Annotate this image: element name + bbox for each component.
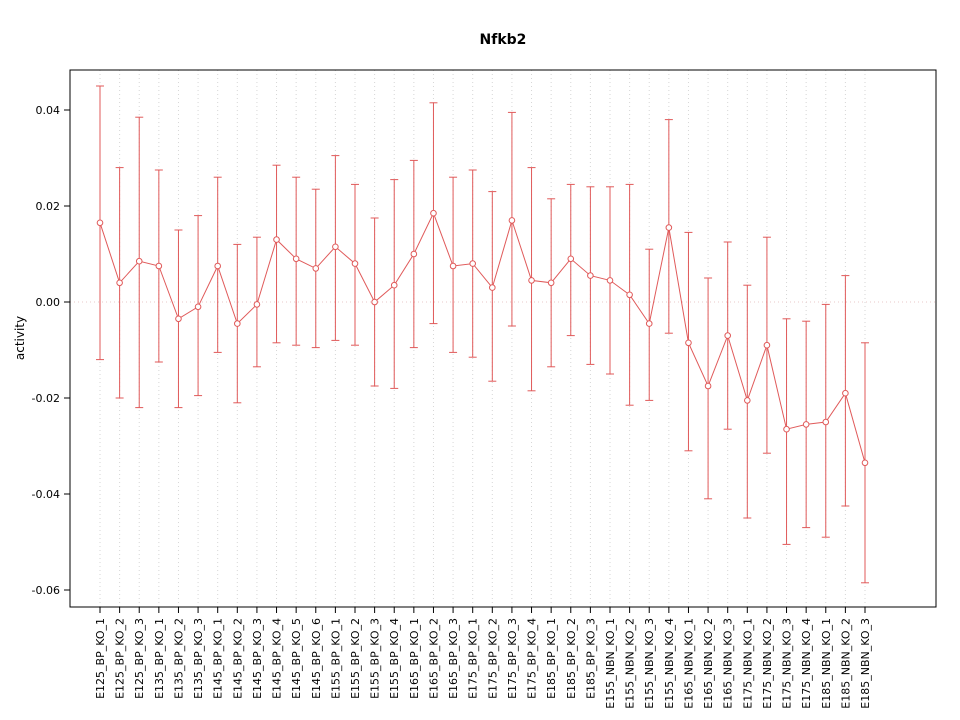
data-point [194,303,202,311]
x-tick-label: E165_NBN_KO_3 [722,618,735,709]
x-tick-label: E125_BP_KO_2 [114,618,127,699]
data-point [842,389,849,397]
x-tick-label: E145_BP_KO_3 [251,618,264,699]
data-point [253,301,261,308]
x-tick-label: E155_BP_KO_1 [329,618,342,699]
data-point [371,298,378,306]
data-point [606,277,614,284]
series-line [99,211,866,463]
x-tick-label: E145_BP_KO_6 [310,618,323,699]
data-point [744,397,751,404]
x-tick-label: E125_BP_KO_3 [133,618,146,699]
data-point [292,255,300,263]
data-point [175,315,182,323]
plot-box [69,69,937,608]
x-tick-label: E175_NBN_KO_2 [761,618,774,709]
data-point [665,224,673,231]
x-tick-label: E155_NBN_KO_3 [643,618,656,709]
data-point [704,382,712,390]
data-point [155,262,163,270]
x-tick-label: E175_BP_KO_1 [467,618,480,699]
data-point [273,236,280,243]
chart-title: Nfkb2 [480,32,527,48]
x-tick-label: E155_NBN_KO_1 [604,618,617,709]
x-tick-label: E185_BP_KO_2 [565,618,578,699]
data-point [214,262,221,270]
data-point [822,418,830,426]
x-tick-label: E165_BP_KO_3 [447,618,460,699]
data-point [430,209,437,217]
x-tick-label: E165_NBN_KO_1 [682,618,695,709]
x-tick-label: E155_NBN_KO_4 [663,618,676,709]
data-point [587,272,594,279]
data-point [626,291,633,299]
x-tick-label: E185_NBN_KO_3 [859,618,872,709]
data-point [449,262,457,270]
x-tick-label: E145_BP_KO_5 [290,618,303,699]
data-point [135,257,143,265]
x-tick-label: E145_BP_KO_2 [231,618,244,699]
x-tick-label: E155_BP_KO_4 [388,618,401,699]
data-point [390,281,398,289]
plot-area: 0.04 0.02 0.00 -0.02 -0.04 -0.06 E125_BP_KO_1 E… [32,69,937,709]
data-point [528,277,535,284]
data-point [802,421,810,428]
y-axis-label: activity [13,316,27,360]
data-point [489,284,496,291]
y-tick-label: 0.04 [36,104,61,117]
x-tick-label: E135_BP_KO_2 [172,618,185,699]
y-tick-label: 0.00 [36,296,61,309]
x-tick-label: E175_NBN_KO_4 [800,618,813,709]
data-point [547,279,555,287]
x-tick-label: E185_NBN_KO_1 [820,618,833,709]
x-tick-label: E155_NBN_KO_2 [624,618,637,709]
data-point [312,265,320,272]
x-tick-label: E155_BP_KO_2 [349,618,362,699]
data-point [724,332,731,339]
data-point [783,425,790,433]
data-point [861,459,869,467]
data-point [508,217,516,224]
data-point [685,339,692,347]
x-tick-label: E175_NBN_KO_3 [781,618,794,709]
data-point [763,341,771,349]
x-tick-label: E165_NBN_KO_2 [702,618,715,709]
data-point [332,243,339,251]
x-tick-label: E125_BP_KO_1 [94,618,107,699]
data-point [234,320,241,327]
data-point [567,255,575,263]
x-tick-label: E135_BP_KO_1 [153,618,166,699]
y-tick-label: -0.06 [32,584,60,597]
x-tick-label: E155_BP_KO_3 [369,618,382,699]
y-tick-label: -0.02 [32,392,60,405]
data-point [351,260,359,267]
y-tick-label: 0.02 [36,200,61,213]
x-tick-label: E175_BP_KO_4 [526,618,539,699]
x-tick-label: E145_BP_KO_4 [271,618,284,699]
x-tick-label: E185_BP_KO_3 [584,618,597,699]
data-point [410,250,418,258]
x-tick-label: E165_BP_KO_1 [408,618,421,699]
data-point [645,320,653,327]
data-point [116,279,123,287]
x-tick-label: E185_NBN_KO_2 [839,618,852,709]
y-tick-label: -0.04 [32,488,60,501]
x-tick-label: E185_BP_KO_1 [545,618,558,699]
x-tick-label: E145_BP_KO_1 [212,618,225,699]
x-tick-label: E175_BP_KO_2 [486,618,499,699]
x-tick-label: E165_BP_KO_2 [427,618,440,699]
x-tick-label: E175_NBN_KO_1 [741,618,754,709]
x-tick-label: E135_BP_KO_3 [192,618,205,699]
x-tick-label: E175_BP_KO_3 [506,618,519,699]
data-point [469,260,476,267]
data-point [96,219,104,227]
